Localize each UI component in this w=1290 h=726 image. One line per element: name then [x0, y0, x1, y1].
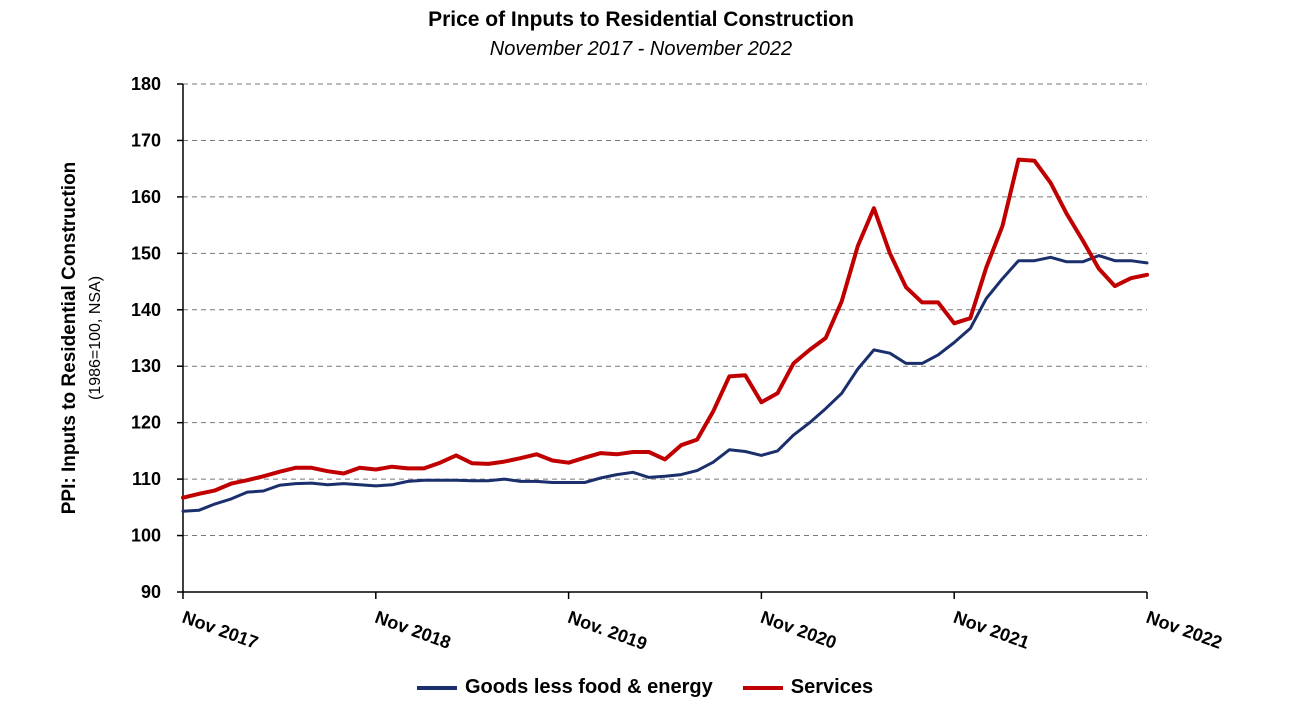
x-tick-label: Nov 2018 — [372, 607, 453, 653]
y-tick-label: 90 — [141, 582, 161, 602]
legend-item-services: Services — [742, 676, 874, 699]
x-tick-label: Nov. 2019 — [565, 607, 650, 654]
chart-title: Price of Inputs to Residential Construct… — [428, 8, 854, 31]
series-line-services — [181, 157, 1149, 500]
y-axis-sublabel: (1986=100, NSA) — [87, 276, 104, 400]
series-lines — [181, 157, 1149, 513]
y-tick-label: 170 — [131, 130, 161, 150]
y-tick-label: 160 — [131, 187, 161, 207]
x-tick-label: Nov 2020 — [758, 607, 839, 653]
legend-swatch-goods — [416, 685, 457, 690]
y-tick-label: 140 — [131, 300, 161, 320]
y-tick-label: 110 — [132, 469, 161, 489]
legend: Goods less food & energy Services — [0, 676, 1290, 699]
y-tick-label: 120 — [131, 413, 161, 433]
y-ticks: 90 100 110 120 130 140 150 160 170 180 — [131, 74, 183, 602]
axes — [182, 84, 1147, 593]
x-tick-label: Nov 2021 — [951, 607, 1032, 653]
legend-label-goods: Goods less food & energy — [464, 676, 713, 698]
y-tick-label: 130 — [131, 356, 161, 376]
series-line-goods — [181, 254, 1149, 513]
x-tick-label: Nov 2017 — [180, 607, 261, 653]
y-axis-label: PPI: Inputs to Residential Construction — [59, 162, 80, 515]
legend-item-goods: Goods less food & energy — [416, 676, 713, 699]
y-tick-label: 180 — [131, 74, 161, 94]
y-tick-label: 100 — [131, 526, 161, 546]
x-ticks: Nov 2017 Nov 2018 Nov. 2019 Nov 2020 Nov 202… — [180, 592, 1225, 654]
x-tick-label: Nov 2022 — [1144, 607, 1225, 653]
gridlines — [183, 83, 1147, 537]
y-tick-label: 150 — [131, 243, 161, 263]
legend-label-services: Services — [790, 676, 874, 698]
legend-swatch-services — [742, 685, 783, 690]
chart-subtitle: November 2017 - November 2022 — [489, 38, 793, 60]
